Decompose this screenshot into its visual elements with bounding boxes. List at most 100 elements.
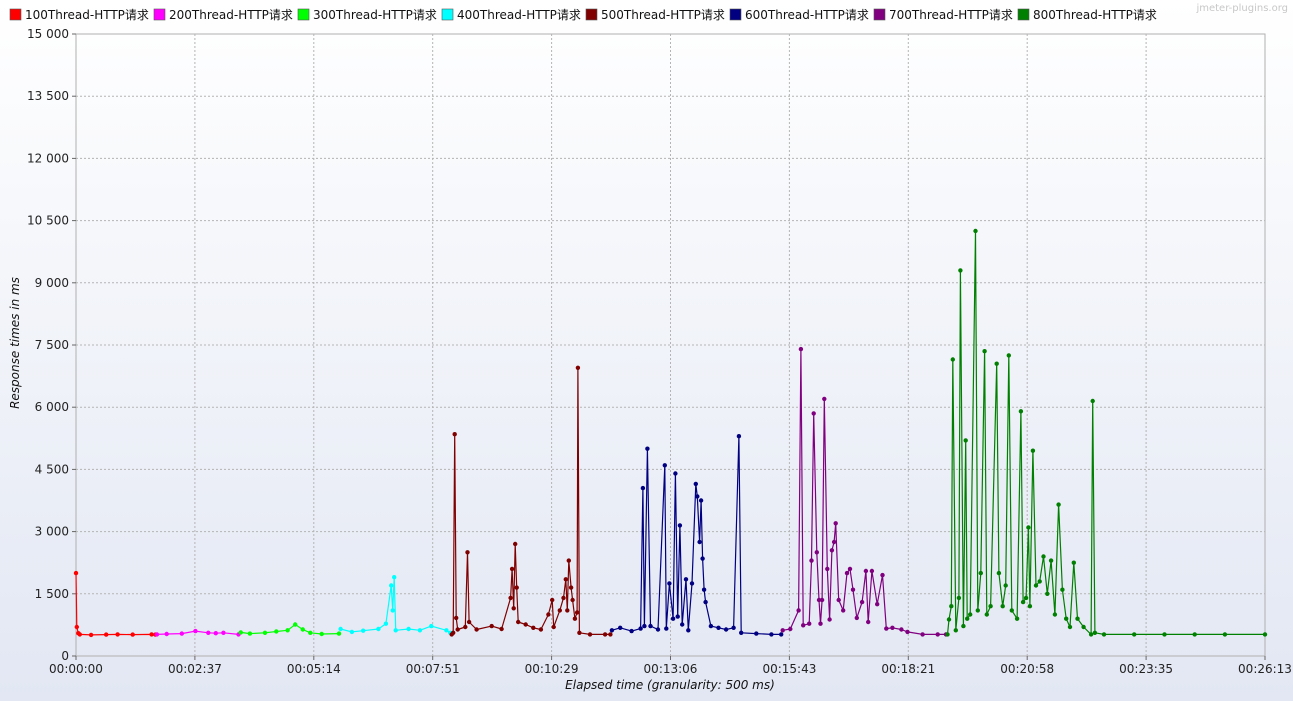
- data-point: [238, 630, 243, 635]
- data-point: [798, 346, 804, 352]
- x-tick-label: 00:15:43: [762, 662, 816, 676]
- data-point: [1018, 409, 1024, 414]
- data-point: [1026, 525, 1031, 530]
- y-tick-label: 6 000: [35, 400, 69, 414]
- data-point: [854, 615, 859, 621]
- data-point: [816, 597, 822, 603]
- data-point: [1045, 591, 1050, 596]
- data-point: [703, 599, 708, 605]
- data-point: [850, 587, 856, 592]
- data-point: [393, 628, 398, 633]
- x-tick-label: 00:20:58: [1000, 662, 1054, 676]
- series-3: [238, 622, 342, 637]
- data-point: [570, 597, 575, 603]
- data-point: [890, 625, 895, 630]
- data-point: [700, 556, 705, 561]
- y-tick-label: 1 500: [35, 587, 69, 601]
- data-point: [739, 630, 744, 635]
- series-1: [73, 570, 158, 638]
- data-point: [949, 604, 954, 609]
- x-axis-ticks: 00:00:00 00:02:37 00:05:14 00:07:51 00:10:29…: [49, 656, 1292, 676]
- data-point: [77, 632, 83, 637]
- data-point: [780, 628, 785, 633]
- data-point: [809, 558, 814, 563]
- y-tick-label: 12 000: [27, 151, 69, 165]
- data-point: [1009, 608, 1014, 613]
- watermark: jmeter-plugins.org: [1195, 3, 1288, 14]
- data-point: [695, 494, 700, 499]
- data-point: [723, 627, 729, 632]
- series-layer: [73, 228, 1268, 638]
- data-point: [1081, 624, 1086, 630]
- data-point: [74, 624, 80, 630]
- data-point: [946, 617, 952, 622]
- data-point: [736, 434, 742, 439]
- data-point: [875, 602, 880, 607]
- data-point: [645, 446, 650, 451]
- data-point: [640, 485, 646, 491]
- data-point: [677, 523, 683, 528]
- series-6: [609, 434, 784, 637]
- data-point: [164, 631, 169, 637]
- data-point: [831, 539, 837, 545]
- y-tick-label: 9 000: [35, 276, 69, 290]
- data-point: [444, 628, 449, 633]
- legend-swatch: [1017, 8, 1030, 21]
- data-point: [572, 616, 578, 621]
- data-point: [994, 361, 999, 366]
- y-tick-label: 7 500: [35, 338, 69, 352]
- data-point: [104, 632, 109, 637]
- data-point: [509, 566, 515, 572]
- data-point: [1003, 583, 1008, 588]
- data-point: [587, 632, 593, 637]
- legend-label: 700Thread-HTTP请求: [889, 8, 1013, 22]
- data-point: [698, 498, 704, 503]
- y-tick-label: 15 000: [27, 27, 69, 41]
- data-point: [73, 570, 79, 576]
- data-point: [465, 550, 470, 555]
- data-point: [390, 608, 395, 613]
- x-tick-label: 00:10:29: [525, 662, 579, 676]
- data-point: [574, 610, 580, 615]
- data-point: [274, 629, 279, 634]
- data-point: [664, 626, 669, 631]
- legend-swatch: [9, 8, 22, 21]
- data-point: [693, 481, 698, 487]
- data-point: [474, 627, 479, 632]
- data-point: [511, 606, 516, 611]
- data-point: [779, 632, 784, 637]
- data-point: [499, 626, 504, 632]
- data-point: [489, 623, 494, 629]
- data-point: [206, 630, 211, 635]
- data-point: [1033, 583, 1039, 588]
- data-point: [513, 541, 518, 547]
- data-point: [130, 632, 135, 637]
- data-point: [662, 463, 667, 468]
- data-point: [811, 411, 816, 416]
- data-point: [963, 438, 968, 443]
- data-point: [935, 632, 940, 637]
- data-point: [550, 597, 555, 603]
- data-point: [818, 621, 823, 626]
- data-point: [1262, 632, 1268, 637]
- series-line: [75, 573, 156, 636]
- data-point: [825, 566, 830, 572]
- data-point: [451, 630, 456, 635]
- data-point: [961, 623, 966, 629]
- series-2: [154, 628, 241, 637]
- data-point: [920, 632, 925, 637]
- legend-swatch: [585, 8, 598, 21]
- y-tick-label: 13 500: [27, 89, 69, 103]
- legend-item: 500Thread-HTTP请求: [585, 8, 725, 22]
- data-point: [336, 631, 342, 636]
- x-tick-label: 00:00:00: [49, 662, 103, 676]
- legend-swatch: [153, 8, 166, 21]
- data-point: [1067, 624, 1073, 630]
- data-point: [819, 597, 825, 603]
- legend-swatch: [297, 8, 310, 21]
- data-point: [642, 623, 647, 629]
- data-point: [1088, 632, 1094, 637]
- data-point: [1037, 579, 1042, 584]
- data-point: [389, 583, 394, 588]
